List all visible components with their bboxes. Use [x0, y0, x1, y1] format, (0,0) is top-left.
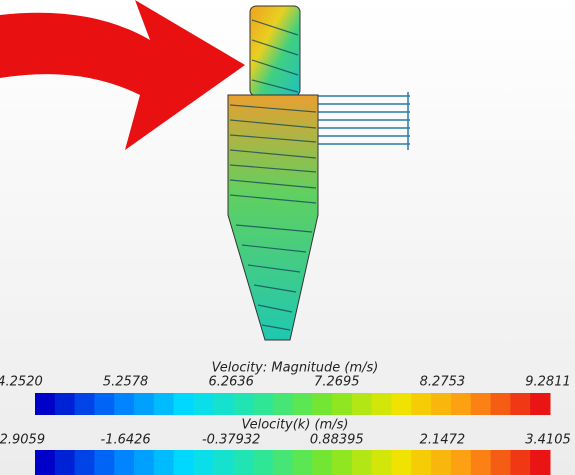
color-band	[490, 393, 511, 415]
color-band	[450, 450, 472, 475]
color-band	[94, 450, 115, 475]
legend-tick-label: 9.2811	[525, 375, 571, 390]
color-band	[74, 450, 95, 475]
color-band	[94, 393, 115, 415]
color-band	[391, 393, 412, 415]
color-legends: Velocity: Magnitude (m/s) Velocity(k) (m…	[0, 361, 571, 475]
color-band	[470, 450, 492, 475]
color-band	[233, 393, 254, 415]
color-band	[153, 450, 175, 475]
color-band	[193, 393, 214, 415]
color-band	[74, 393, 95, 415]
color-band	[252, 450, 274, 475]
color-band	[153, 393, 175, 415]
red-arrow	[0, 0, 245, 150]
color-band	[114, 450, 135, 475]
color-band	[470, 393, 492, 415]
color-band	[431, 393, 452, 415]
color-band	[272, 450, 293, 475]
legend-tick-label: 6.2636	[208, 375, 254, 390]
color-band	[272, 393, 293, 415]
color-band	[510, 393, 531, 415]
color-band	[54, 450, 76, 475]
color-band	[490, 450, 511, 475]
cyclone-model	[227, 5, 410, 341]
color-band	[332, 450, 353, 475]
color-band	[114, 393, 135, 415]
color-band	[292, 450, 313, 475]
legend-tick-label: 8.2753	[420, 375, 466, 390]
legend-title: Velocity(k) (m/s)	[241, 418, 348, 433]
legend-tick-label: -0.37932	[202, 433, 260, 448]
color-band	[54, 393, 76, 415]
color-band	[292, 393, 313, 415]
color-band	[233, 450, 254, 475]
color-band	[371, 450, 393, 475]
color-band	[312, 393, 333, 415]
color-band	[173, 450, 194, 475]
color-band	[213, 393, 234, 415]
color-band	[193, 450, 214, 475]
legend-tick-label: -1.6426	[101, 433, 151, 448]
legend-tick-label: 0.88395	[310, 433, 364, 448]
color-band	[173, 393, 194, 415]
color-band	[35, 393, 56, 415]
color-band	[530, 393, 551, 415]
color-band	[332, 393, 353, 415]
color-band	[252, 393, 274, 415]
color-band	[312, 450, 333, 475]
color-band	[371, 393, 393, 415]
color-band	[134, 393, 155, 415]
color-band	[351, 450, 373, 475]
color-band	[530, 450, 551, 475]
legend-tick-label: -2.9059	[0, 433, 45, 448]
color-band	[351, 393, 373, 415]
color-band	[134, 450, 155, 475]
legend-tick-label: 7.2695	[314, 375, 360, 390]
color-band	[35, 450, 56, 475]
color-band	[411, 450, 432, 475]
color-band	[510, 450, 531, 475]
legend-title: Velocity: Magnitude (m/s)	[212, 361, 379, 376]
color-band	[431, 450, 452, 475]
color-band	[391, 450, 412, 475]
legend-tick-label: 3.4105	[525, 433, 571, 448]
color-band	[450, 393, 472, 415]
legend-tick-label: 2.1472	[420, 433, 466, 448]
color-band	[213, 450, 234, 475]
color-band	[411, 393, 432, 415]
legend-tick-label: 4.2520	[0, 375, 43, 390]
legend-tick-label: 5.2578	[103, 375, 149, 390]
